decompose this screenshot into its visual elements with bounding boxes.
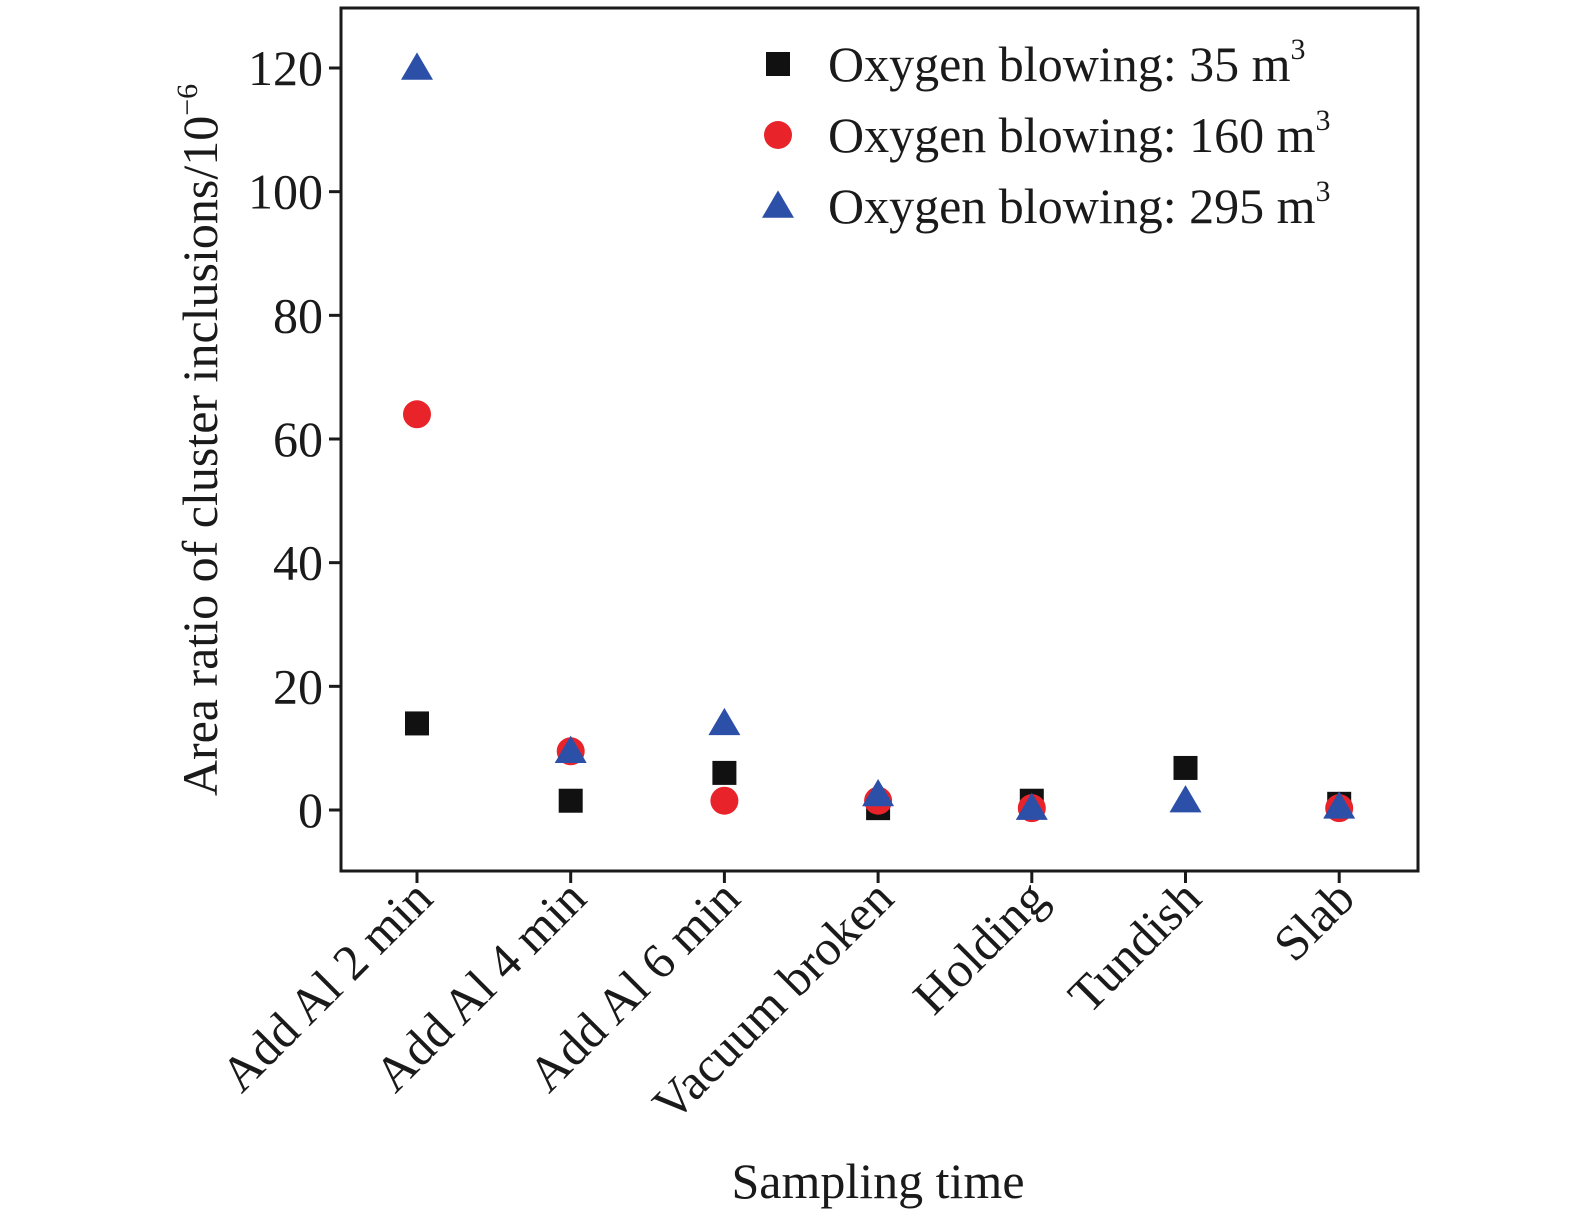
y-tick-label: 120 — [248, 40, 323, 96]
data-point-circle — [710, 786, 739, 815]
data-point-triangle — [708, 707, 741, 736]
y-tick-label: 100 — [248, 164, 323, 220]
legend-label-text: Oxygen blowing: 35 m — [828, 36, 1291, 92]
y-tick-label: 20 — [273, 658, 323, 714]
data-point-square — [558, 788, 583, 813]
legend-marker-square — [766, 52, 790, 76]
data-point-triangle — [1323, 791, 1356, 819]
y-tick-label: 60 — [273, 411, 323, 467]
y-tick-label: 40 — [273, 535, 323, 591]
legend-label-superscript: 3 — [1315, 104, 1330, 137]
data-point-triangle — [401, 52, 433, 80]
legend-label: Oxygen blowing: 160 m3 — [828, 104, 1330, 163]
series-triangle — [401, 52, 1356, 820]
data-point-triangle — [1015, 792, 1048, 820]
data-point-square — [1173, 755, 1198, 780]
y-axis-title: Area ratio of cluster inclusions/10−6 — [171, 84, 228, 796]
y-axis: 0 20 40 60 80 100 120 — [248, 40, 341, 838]
y-tick-label: 0 — [298, 782, 323, 838]
x-axis-title: Sampling time — [731, 1153, 1024, 1209]
x-tick-label: Tundish — [1057, 869, 1211, 1023]
data-point-triangle — [862, 778, 895, 807]
data-point-triangle — [1169, 785, 1202, 813]
x-tick-label: Holding — [902, 869, 1057, 1024]
y-axis-title-text: Area ratio of cluster inclusions/10 — [172, 116, 228, 796]
data-markers — [401, 52, 1356, 823]
legend-label-superscript: 3 — [1315, 175, 1330, 208]
x-tick-label: Slab — [1263, 869, 1365, 971]
data-point-square — [405, 711, 429, 736]
legend-label: Oxygen blowing: 35 m3 — [828, 33, 1305, 92]
data-point-triangle — [554, 735, 587, 763]
y-tick-label: 80 — [273, 287, 323, 343]
y-axis-title-exponent: −6 — [171, 84, 204, 116]
legend-label-text: Oxygen blowing: 160 m — [828, 107, 1316, 163]
legend-label: Oxygen blowing: 295 m3 — [828, 175, 1330, 234]
data-point-square — [712, 760, 737, 785]
legend-label-superscript: 3 — [1290, 33, 1305, 66]
legend-label-text: Oxygen blowing: 295 m — [828, 178, 1316, 234]
legend-marker-circle — [764, 121, 792, 149]
series-circle — [403, 400, 1354, 823]
legend-marker-triangle — [762, 190, 794, 218]
data-point-circle — [403, 400, 431, 429]
